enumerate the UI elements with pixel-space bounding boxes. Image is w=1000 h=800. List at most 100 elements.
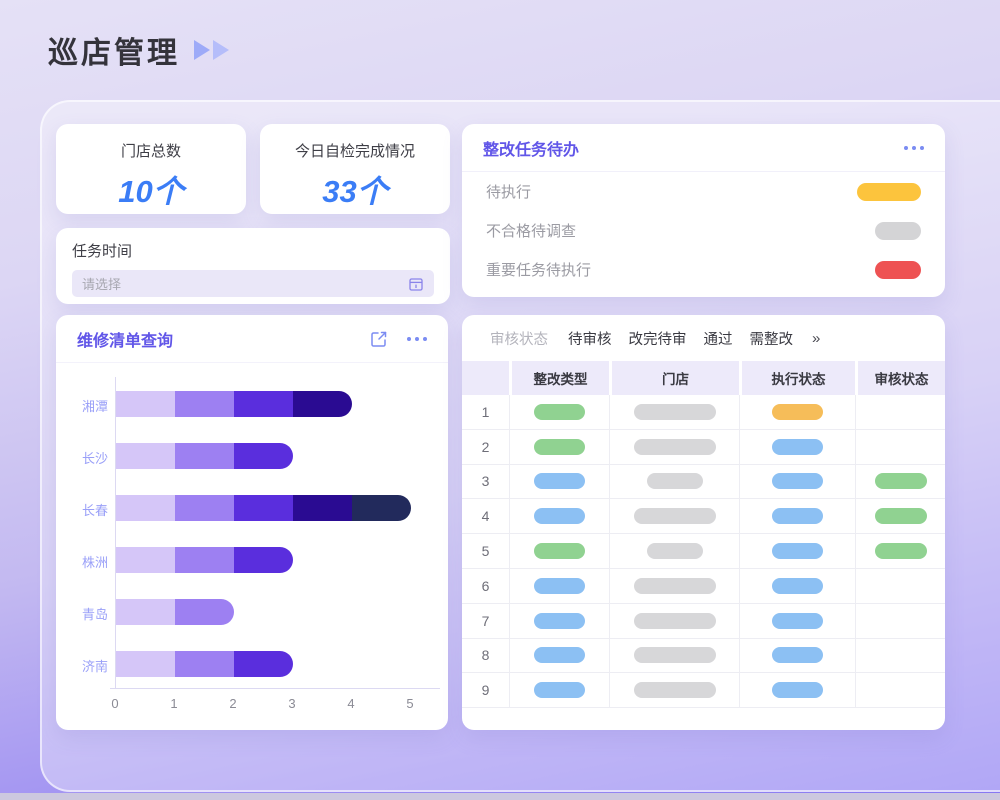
table-cell: 7 — [462, 604, 509, 639]
play-triangle-icon — [213, 40, 229, 60]
chart-x-axis — [110, 688, 440, 689]
todo-item[interactable]: 重要任务待执行 — [462, 250, 945, 289]
table-cell — [739, 673, 855, 709]
table-cell — [609, 603, 739, 639]
chart-y-axis — [115, 377, 116, 688]
status-pill — [874, 543, 927, 560]
status-pill — [646, 543, 703, 560]
table-cell — [855, 429, 945, 465]
ellipsis-menu-icon[interactable] — [904, 145, 924, 150]
review-table: 整改类型 门店 执行状态 审核状态 1 2 3 4 5 6 7 8 9 — [462, 361, 945, 709]
tab-needs-fix[interactable]: 需整改 — [749, 331, 794, 348]
bar-segment — [175, 547, 234, 573]
table-cell — [509, 464, 609, 500]
stat-label: 门店总数 — [120, 143, 181, 160]
row-number: 9 — [481, 682, 490, 699]
page-header: 巡店管理 — [48, 28, 229, 72]
tab-pending-review[interactable]: 待审核 — [568, 331, 612, 348]
table-cell — [855, 673, 945, 709]
table-cell — [739, 638, 855, 674]
table-cell — [509, 395, 609, 430]
bar-segment — [175, 391, 234, 417]
status-pill — [772, 577, 823, 594]
task-time-input[interactable]: 请选择 — [72, 270, 434, 297]
table-row[interactable]: 7 — [462, 603, 945, 639]
calendar-icon[interactable] — [408, 276, 424, 292]
todo-card-header: 整改任务待办 — [462, 124, 945, 172]
todo-item-label: 重要任务待执行 — [486, 262, 592, 279]
chart-x-tick: 5 — [406, 696, 414, 711]
table-cell — [509, 673, 609, 709]
table-row[interactable]: 3 — [462, 464, 945, 500]
table-cell: 4 — [462, 499, 509, 535]
status-pill — [772, 473, 823, 490]
row-number: 2 — [481, 438, 490, 455]
status-pill — [646, 473, 703, 490]
status-pill — [534, 508, 585, 525]
todo-item[interactable]: 待执行 — [462, 172, 945, 211]
row-number: 4 — [481, 508, 490, 525]
tab-fixed-awaiting[interactable]: 改完待审 — [628, 331, 687, 348]
row-number: 3 — [481, 473, 490, 490]
table-row[interactable]: 5 — [462, 534, 945, 569]
status-pill — [633, 403, 716, 420]
table-cell: 1 — [462, 395, 509, 430]
table-row[interactable]: 1 — [462, 395, 945, 430]
table-cell — [509, 429, 609, 465]
table-cell — [609, 638, 739, 674]
status-pill — [534, 473, 585, 490]
table-row[interactable]: 2 — [462, 429, 945, 465]
ellipsis-menu-icon[interactable] — [407, 336, 427, 341]
table-cell: 9 — [462, 673, 509, 709]
page-title: 巡店管理 — [48, 37, 180, 70]
status-pill — [772, 403, 823, 420]
bar-segment — [234, 495, 293, 521]
bar-row — [116, 391, 352, 417]
chart-category-label: 湘潭 — [81, 399, 108, 414]
status-pill — [772, 682, 823, 699]
todo-item[interactable]: 不合格待调查 — [462, 211, 945, 250]
repair-card-header: 维修清单查询 — [56, 315, 448, 363]
todo-status-pill — [875, 221, 921, 240]
bar-segment — [234, 547, 293, 573]
footer-strip — [0, 793, 1000, 800]
table-cell — [609, 464, 739, 500]
chart-category-label: 济南 — [81, 659, 108, 674]
todo-item-list: 待执行 不合格待调查重要任务待执行 — [462, 172, 945, 289]
bar-segment — [234, 391, 293, 417]
bar-segment — [293, 391, 352, 417]
tab-passed[interactable]: 通过 — [703, 331, 733, 348]
row-number: 6 — [481, 577, 490, 594]
table-header-cell: 整改类型 — [509, 361, 609, 395]
table-row[interactable]: 6 — [462, 568, 945, 604]
row-number: 7 — [481, 612, 490, 629]
review-tab-row: 审核状态 待审核 改完待审 通过 需整改 » — [462, 315, 945, 361]
status-pill — [534, 577, 585, 594]
table-cell — [509, 568, 609, 604]
tabs-more-chevron[interactable]: » — [812, 329, 821, 347]
status-pill — [534, 682, 585, 699]
table-cell — [855, 568, 945, 604]
stat-card-self-check: 今日自检完成情况 33个 — [260, 124, 450, 214]
bar-segment — [175, 443, 234, 469]
bar-segment — [175, 495, 234, 521]
bar-segment — [293, 495, 352, 521]
stat-card-total-stores: 门店总数 10个 — [56, 124, 246, 214]
status-pill — [534, 403, 585, 420]
table-row[interactable]: 9 — [462, 673, 945, 709]
table-cell: 8 — [462, 639, 509, 674]
table-cell — [855, 534, 945, 569]
table-row[interactable]: 4 — [462, 499, 945, 535]
task-time-card: 任务时间 请选择 — [56, 228, 450, 304]
table-header-cell — [462, 361, 509, 395]
table-row[interactable]: 8 — [462, 638, 945, 674]
table-cell — [509, 534, 609, 569]
bar-segment — [116, 443, 175, 469]
repair-card-title: 维修清单查询 — [77, 332, 174, 350]
table-cell — [855, 603, 945, 639]
todo-card: 整改任务待办 待执行 不合格待调查重要任务待执行 — [462, 124, 945, 297]
share-icon[interactable] — [369, 329, 389, 349]
review-table-card: 审核状态 待审核 改完待审 通过 需整改 » 整改类型 门店 执行状态 审核状态 1 2 3… — [462, 315, 945, 730]
table-cell — [855, 499, 945, 535]
table-cell — [739, 395, 855, 430]
